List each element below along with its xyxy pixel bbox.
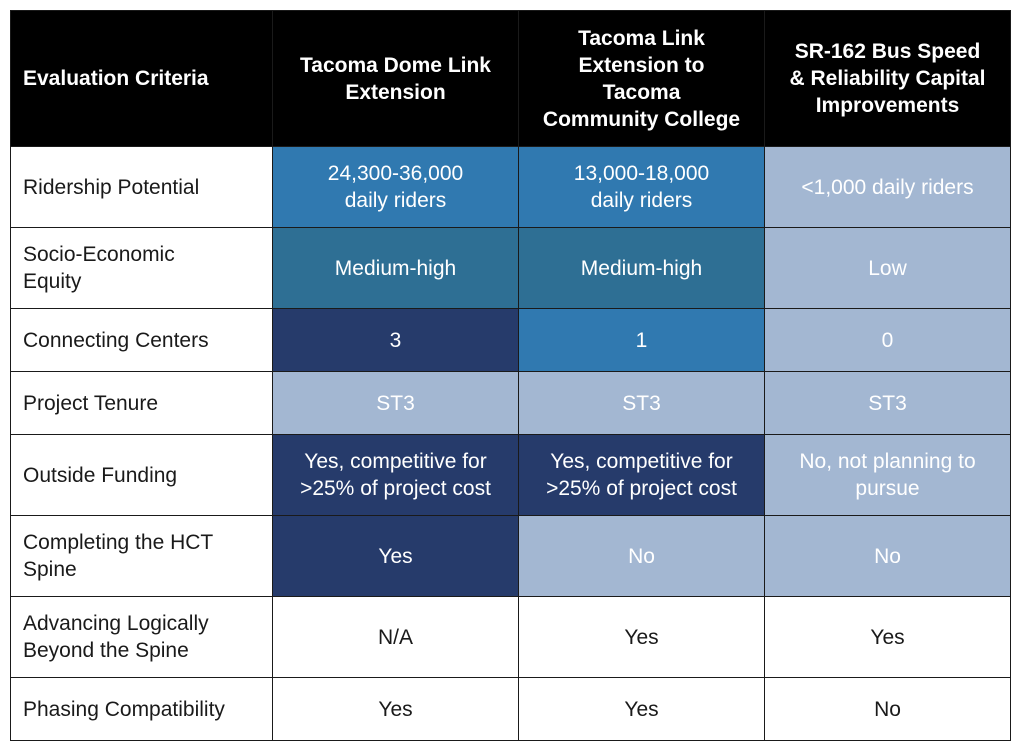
row-criteria: Completing the HCT Spine bbox=[10, 515, 273, 597]
table-cell: Yes bbox=[764, 596, 1011, 678]
table-cell: Medium-high bbox=[272, 227, 519, 309]
table-row: Socio-Economic Equity Medium-high Medium… bbox=[10, 227, 1011, 309]
table-row: Outside Funding Yes, competitive for >25… bbox=[10, 434, 1011, 516]
table-row: Phasing Compatibility Yes Yes No bbox=[10, 677, 1011, 741]
table-cell: 0 bbox=[764, 308, 1011, 372]
table-cell: Yes bbox=[518, 677, 765, 741]
table-cell: Yes bbox=[272, 677, 519, 741]
table-cell: Medium-high bbox=[518, 227, 765, 309]
row-criteria: Connecting Centers bbox=[10, 308, 273, 372]
row-criteria: Advancing Logically Beyond the Spine bbox=[10, 596, 273, 678]
row-criteria: Socio-Economic Equity bbox=[10, 227, 273, 309]
table-cell: Low bbox=[764, 227, 1011, 309]
table-cell: ST3 bbox=[518, 371, 765, 435]
table-cell: No bbox=[518, 515, 765, 597]
table-cell: Yes, competitive for >25% of project cos… bbox=[272, 434, 519, 516]
table-row: Completing the HCT Spine Yes No No bbox=[10, 515, 1011, 597]
table-cell: ST3 bbox=[764, 371, 1011, 435]
table-cell: Yes, competitive for >25% of project cos… bbox=[518, 434, 765, 516]
table-cell: 1 bbox=[518, 308, 765, 372]
table-cell: <1,000 daily riders bbox=[764, 146, 1011, 228]
row-criteria: Outside Funding bbox=[10, 434, 273, 516]
evaluation-table: Evaluation Criteria Tacoma Dome Link Ext… bbox=[10, 10, 1011, 741]
header-row: Evaluation Criteria Tacoma Dome Link Ext… bbox=[10, 10, 1011, 147]
row-criteria: Ridership Potential bbox=[10, 146, 273, 228]
table-row: Connecting Centers 3 1 0 bbox=[10, 308, 1011, 372]
row-criteria: Phasing Compatibility bbox=[10, 677, 273, 741]
table-cell: 24,300-36,000 daily riders bbox=[272, 146, 519, 228]
row-criteria: Project Tenure bbox=[10, 371, 273, 435]
table-cell: N/A bbox=[272, 596, 519, 678]
header-tacoma-dome-link: Tacoma Dome Link Extension bbox=[272, 10, 519, 147]
table-cell: No, not planning to pursue bbox=[764, 434, 1011, 516]
header-criteria: Evaluation Criteria bbox=[10, 10, 273, 147]
table-cell: Yes bbox=[272, 515, 519, 597]
table-cell: 3 bbox=[272, 308, 519, 372]
header-tacoma-link-tcc: Tacoma Link Extension to Tacoma Communit… bbox=[518, 10, 765, 147]
table-row: Project Tenure ST3 ST3 ST3 bbox=[10, 371, 1011, 435]
table-cell: 13,000-18,000 daily riders bbox=[518, 146, 765, 228]
table-cell: No bbox=[764, 515, 1011, 597]
table-row: Ridership Potential 24,300-36,000 daily … bbox=[10, 146, 1011, 228]
header-sr162-bus: SR-162 Bus Speed & Reliability Capital I… bbox=[764, 10, 1011, 147]
table-cell: No bbox=[764, 677, 1011, 741]
table-cell: ST3 bbox=[272, 371, 519, 435]
table-cell: Yes bbox=[518, 596, 765, 678]
table-row: Advancing Logically Beyond the Spine N/A… bbox=[10, 596, 1011, 678]
